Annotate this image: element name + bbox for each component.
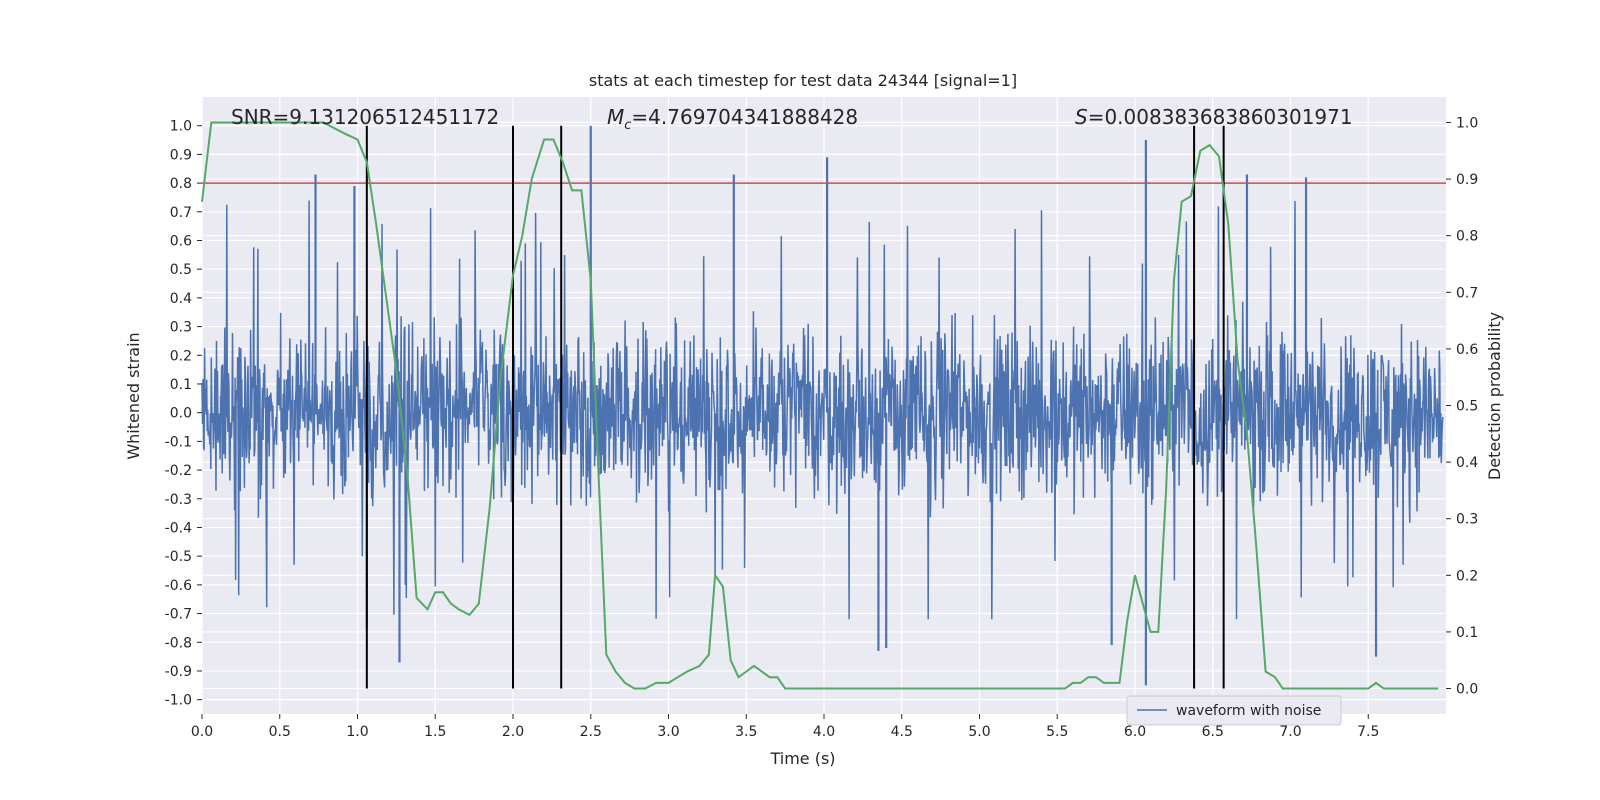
legend-box: [1126, 695, 1342, 726]
y2-axis-label: Detection probability: [1485, 312, 1504, 480]
x-tick-label: 4.5: [891, 724, 913, 740]
x-tick-label: 1.0: [346, 724, 368, 740]
x-tick-label: 3.0: [657, 724, 679, 740]
x-tick-label: 6.5: [1202, 724, 1224, 740]
y-tick-label: -0.6: [165, 578, 192, 594]
x-tick-label: 2.5: [580, 724, 602, 740]
x-tick-label: 1.5: [424, 724, 446, 740]
x-tick-label: 7.5: [1357, 724, 1379, 740]
chirp-mass-annotation: Mc=4.769704341888428: [607, 105, 858, 133]
y2-tick-label: 0.5: [1456, 399, 1478, 415]
y2-tick-label: 0.6: [1456, 342, 1478, 358]
y-tick-label: 0.2: [170, 348, 192, 364]
y-tick-label: 0.9: [170, 147, 192, 163]
y-tick-label: 0.5: [170, 262, 192, 278]
y-tick-label: -0.7: [165, 607, 192, 623]
x-tick-label: 0.0: [191, 724, 213, 740]
y-axis-label: Whitened strain: [124, 332, 143, 459]
waveform-line: [201, 200, 1444, 620]
s-annotation: S=0.008383683860301971: [1075, 105, 1353, 129]
y-tick-label: 0.7: [170, 205, 192, 221]
y2-tick-label: 0.1: [1456, 625, 1478, 641]
y2-tick-label: 0.4: [1456, 455, 1478, 471]
chart-title: stats at each timestep for test data 243…: [589, 71, 1017, 90]
y2-tick-label: 0.3: [1456, 512, 1478, 528]
y-tick-label: -0.4: [165, 520, 192, 536]
y2-tick-label: 0.2: [1456, 568, 1478, 584]
y-tick-label: 0.6: [170, 233, 192, 249]
x-tick-label: 4.0: [813, 724, 835, 740]
probability-line: [201, 121, 1439, 690]
x-tick-label: 7.0: [1279, 724, 1301, 740]
x-tick-label: 2.0: [502, 724, 524, 740]
y-tick-label: -1.0: [165, 693, 192, 709]
x-tick-label: 6.0: [1124, 724, 1146, 740]
y2-tick-label: 0.7: [1456, 285, 1478, 301]
vertical-markers: [365, 125, 1225, 689]
x-tick-label: 0.5: [269, 724, 291, 740]
y2-tick-label: 0.8: [1456, 229, 1478, 245]
legend-label: waveform with noise: [1176, 703, 1321, 719]
y-tick-label: 0.4: [170, 291, 192, 307]
y-tick-label: -0.5: [165, 549, 192, 565]
x-tick-label: 5.0: [968, 724, 990, 740]
y-tick-label: 0.0: [170, 406, 192, 422]
y-tick-label: 0.8: [170, 176, 192, 192]
legend: waveform with noise: [1126, 695, 1342, 726]
snr-annotation: SNR=9.131206512451172: [231, 105, 499, 129]
y2-tick-label: 0.9: [1456, 172, 1478, 188]
y-tick-label: -0.1: [165, 434, 192, 450]
y-tick-label: -0.9: [165, 664, 192, 680]
y-tick-label: 0.1: [170, 377, 192, 393]
axes: 0.0 0.5 1.0 1.5 2.0 2.5 3.0 3.5 4.0 4.5 5.0 5.5 6.0 6…: [165, 115, 1479, 740]
x-axis-label: Time (s): [769, 749, 835, 768]
y-tick-label: -0.3: [165, 492, 192, 508]
probability-series: [201, 121, 1439, 690]
y2-tick-label: 1.0: [1456, 115, 1478, 131]
y-tick-label: -0.2: [165, 463, 192, 479]
y2-tick-label: 0.0: [1456, 682, 1478, 698]
y-tick-label: -0.8: [165, 635, 192, 651]
y-tick-label: 0.3: [170, 320, 192, 336]
y-tick-label: 1.0: [170, 119, 192, 135]
x-tick-label: 5.5: [1046, 724, 1068, 740]
x-tick-label: 3.5: [735, 724, 757, 740]
